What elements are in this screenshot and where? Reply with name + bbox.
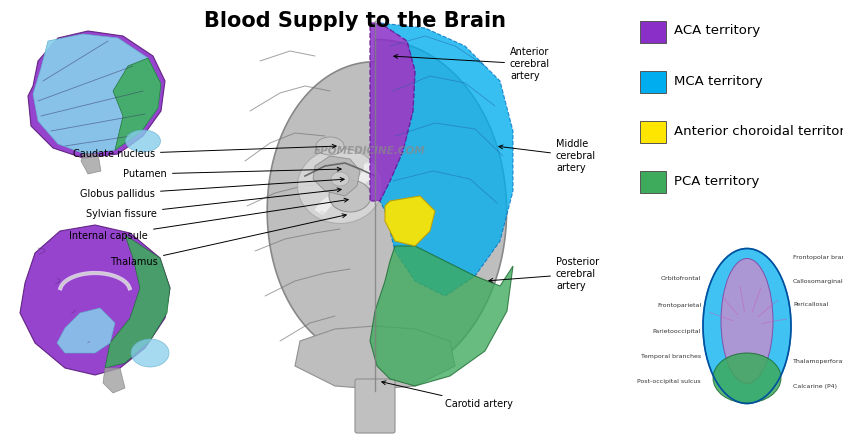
Text: Middle
cerebral
artery: Middle cerebral artery	[499, 140, 596, 173]
Ellipse shape	[721, 259, 773, 384]
Text: MCA territory: MCA territory	[674, 75, 763, 88]
Polygon shape	[28, 31, 165, 158]
Text: Globus pallidus: Globus pallidus	[80, 177, 344, 199]
FancyBboxPatch shape	[640, 121, 666, 143]
Text: Temporal branches: Temporal branches	[641, 354, 701, 358]
Text: Frontoparietal: Frontoparietal	[657, 303, 701, 309]
Polygon shape	[113, 58, 161, 150]
Polygon shape	[267, 39, 507, 382]
Polygon shape	[20, 225, 170, 375]
Ellipse shape	[713, 353, 781, 403]
FancyBboxPatch shape	[640, 21, 666, 43]
Polygon shape	[295, 326, 455, 389]
Ellipse shape	[331, 172, 349, 186]
Ellipse shape	[131, 339, 169, 367]
Text: PCA territory: PCA territory	[674, 174, 760, 187]
Text: Carotid artery: Carotid artery	[382, 381, 513, 409]
Text: Internal capsule: Internal capsule	[69, 198, 348, 241]
Text: Orbitofrontal: Orbitofrontal	[661, 276, 701, 280]
Polygon shape	[33, 34, 161, 154]
FancyBboxPatch shape	[640, 171, 666, 193]
Text: Calcarine (P4): Calcarine (P4)	[793, 384, 837, 388]
Text: Frontopolar branches: Frontopolar branches	[793, 255, 843, 260]
Text: Blood Supply to the Brain: Blood Supply to the Brain	[204, 11, 506, 31]
Text: Sylvian fissure: Sylvian fissure	[86, 188, 341, 219]
FancyBboxPatch shape	[640, 71, 666, 93]
Text: EPOMEDICINE.COM: EPOMEDICINE.COM	[314, 146, 426, 156]
Polygon shape	[370, 23, 415, 201]
Text: Callosomarginal: Callosomarginal	[793, 279, 843, 283]
Text: Post-occipital sulcus: Post-occipital sulcus	[637, 378, 701, 384]
Text: Caudate nucleus: Caudate nucleus	[72, 144, 336, 159]
Text: Anterior choroidal territory: Anterior choroidal territory	[674, 125, 843, 137]
Text: Parietooccipital: Parietooccipital	[652, 328, 701, 334]
Polygon shape	[57, 308, 115, 353]
Ellipse shape	[126, 130, 160, 152]
Polygon shape	[370, 246, 513, 386]
Polygon shape	[103, 368, 125, 393]
Polygon shape	[81, 154, 101, 174]
Ellipse shape	[329, 180, 371, 212]
Ellipse shape	[298, 149, 383, 224]
Polygon shape	[385, 196, 435, 246]
Text: Posterior
cerebral
artery: Posterior cerebral artery	[489, 257, 599, 291]
Ellipse shape	[703, 249, 791, 403]
Text: Anterior
cerebral
artery: Anterior cerebral artery	[394, 48, 550, 81]
Text: Putamen: Putamen	[123, 167, 341, 179]
Text: Thalamoperforators: Thalamoperforators	[793, 358, 843, 364]
Polygon shape	[380, 23, 513, 296]
FancyBboxPatch shape	[355, 379, 395, 433]
Ellipse shape	[316, 137, 344, 155]
Polygon shape	[313, 156, 360, 196]
Polygon shape	[105, 235, 170, 368]
Text: ACA territory: ACA territory	[674, 24, 760, 37]
Text: Pericallosal: Pericallosal	[793, 302, 829, 307]
Text: Thalamus: Thalamus	[110, 214, 346, 267]
